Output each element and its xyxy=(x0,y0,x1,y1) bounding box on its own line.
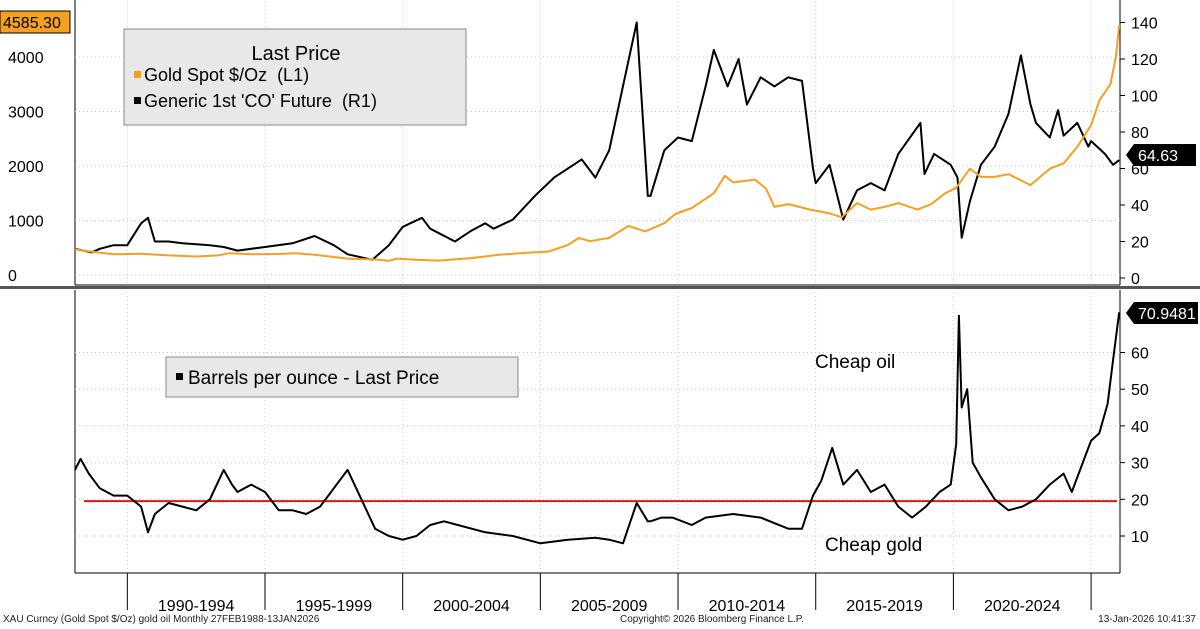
ratio-legend-swatch xyxy=(176,373,183,380)
ratio-last-value-badge: 70.9481 xyxy=(1126,302,1198,324)
annotation-cheap-oil: Cheap oil xyxy=(815,352,895,373)
top-legend: Last Price Gold Spot $/Oz (L1) Generic 1… xyxy=(123,28,467,126)
top-right-axis-tick-120: 120 xyxy=(1131,52,1158,69)
x-tick-label-2015-2019: 2015-2019 xyxy=(846,598,923,615)
x-tick-label-2010-2014: 2010-2014 xyxy=(709,598,786,615)
x-tick-label-2005-2009: 2005-2009 xyxy=(571,598,648,615)
oil-last-value-badge: 64.63 xyxy=(1126,144,1196,167)
left-axis-tick-2000: 2000 xyxy=(8,159,44,176)
top-right-axis-tick-100: 100 xyxy=(1131,89,1158,106)
bottom-right-axis-tick-60: 60 xyxy=(1131,346,1149,363)
oil-last-value-badge-shape xyxy=(1126,144,1196,167)
x-tick-label-2020-2024: 2020-2024 xyxy=(984,598,1061,615)
oil-series-line xyxy=(74,21,1120,261)
ratio-series-line xyxy=(74,312,1121,545)
left-axis-tick-1000: 1000 xyxy=(8,214,44,231)
ratio-last-value-badge-shape xyxy=(1126,302,1198,324)
x-tick-label-1990-1994: 1990-1994 xyxy=(158,598,235,615)
series-layer xyxy=(74,21,1121,545)
top-right-axis-tick-20: 20 xyxy=(1131,235,1149,252)
gold-last-value-badge-shape xyxy=(0,10,71,34)
gridlines xyxy=(75,2,1125,610)
bottom-right-axis-tick-20: 20 xyxy=(1131,492,1149,509)
top-legend-box xyxy=(123,28,467,126)
top-right-axis-tick-80: 80 xyxy=(1131,125,1149,142)
value-badges: 4585.30 64.63 70.9481 xyxy=(0,10,1198,324)
annotation-cheap-gold: Cheap gold xyxy=(825,535,922,556)
footer-source: XAU Curncy (Gold Spot $/Oz) gold oil Mon… xyxy=(3,614,320,625)
oil-legend-swatch xyxy=(134,97,141,104)
footer-copyright: Copyright© 2026 Bloomberg Finance L.P. xyxy=(620,614,804,625)
gold-last-value-badge-text: 4585.30 xyxy=(3,15,61,32)
left-axis-tick-0: 0 xyxy=(8,268,17,285)
bottom-right-axis-tick-10: 10 xyxy=(1131,529,1149,546)
left-axis-tick-4000: 4000 xyxy=(8,50,44,67)
top-legend-title: Last Price xyxy=(252,43,341,65)
gold-last-value-badge: 4585.30 xyxy=(0,10,71,34)
axis-labels: 0 1000 2000 3000 4000 0 20 40 60 80 100 120 140 10 20 3… xyxy=(8,16,1158,616)
bottom-legend: Barrels per ounce - Last Price xyxy=(165,356,519,398)
left-axis-tick-3000: 3000 xyxy=(8,105,44,122)
bottom-right-axis-tick-50: 50 xyxy=(1131,382,1149,399)
gold-legend-label: Gold Spot $/Oz (L1) xyxy=(144,65,309,85)
x-tick-label-1995-1999: 1995-1999 xyxy=(296,598,373,615)
x-tick-label-2000-2004: 2000-2004 xyxy=(433,598,510,615)
footer-timestamp: 13-Jan-2026 10:41:37 xyxy=(1098,614,1196,625)
bottom-right-axis-tick-30: 30 xyxy=(1131,456,1149,473)
bottom-legend-box xyxy=(165,356,519,398)
top-right-axis-tick-140: 140 xyxy=(1131,16,1158,33)
ratio-last-value-badge-text: 70.9481 xyxy=(1138,306,1196,323)
ratio-legend-label: Barrels per ounce - Last Price xyxy=(188,368,439,389)
gold-legend-swatch xyxy=(134,71,141,78)
top-right-axis-tick-40: 40 xyxy=(1131,198,1149,215)
panel-separator xyxy=(0,286,1200,289)
bottom-right-axis-tick-40: 40 xyxy=(1131,419,1149,436)
top-right-axis-tick-0: 0 xyxy=(1131,271,1140,288)
gold-series-line xyxy=(74,24,1121,262)
oil-last-value-badge-text: 64.63 xyxy=(1138,148,1178,165)
oil-legend-label: Generic 1st 'CO' Future (R1) xyxy=(144,91,377,111)
